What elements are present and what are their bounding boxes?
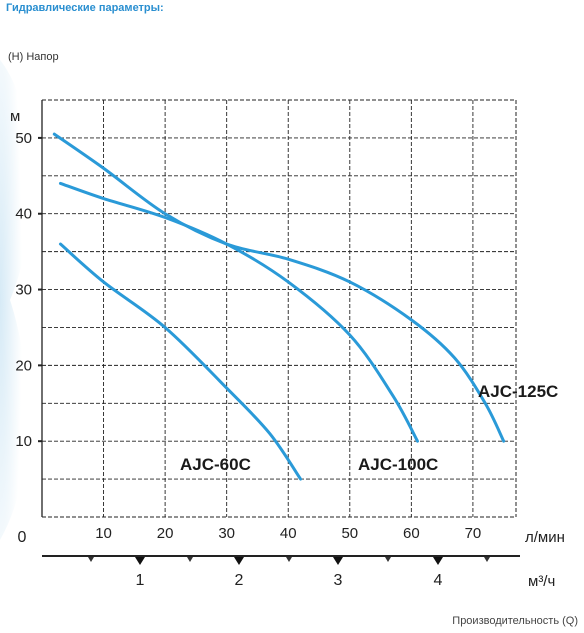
series-line-ajc-60c bbox=[58, 242, 303, 481]
labels: 10 20 30 40 50 м 10 20 30 40 50 60 70 0 л/мин 1 2 3 4 м³/ч A… bbox=[10, 108, 565, 590]
series-label-ajc-100c: AJC-100C bbox=[358, 455, 438, 474]
y-tick-label: 30 bbox=[15, 282, 32, 299]
y-tick-label: 20 bbox=[15, 357, 32, 374]
secondary-tick-label: 2 bbox=[235, 572, 244, 589]
series-line-ajc-125c bbox=[52, 132, 506, 443]
secondary-major-tick bbox=[433, 557, 443, 565]
y-unit-label: м bbox=[10, 108, 20, 125]
axes bbox=[38, 99, 520, 565]
x-axis-caption: Производительность (Q) bbox=[452, 615, 578, 627]
x-tick-label: 40 bbox=[280, 525, 297, 542]
series-label-ajc-60c: AJC-60C bbox=[180, 455, 251, 474]
section-title: Гидравлические параметры: bbox=[6, 2, 164, 14]
secondary-minor-tick bbox=[187, 557, 193, 562]
x-tick-label: 50 bbox=[341, 525, 358, 542]
y-tick-label: 10 bbox=[15, 433, 32, 450]
secondary-tick-label: 3 bbox=[334, 572, 343, 589]
secondary-major-tick bbox=[234, 557, 244, 565]
secondary-tick-label: 1 bbox=[136, 572, 145, 589]
x-tick-label: 70 bbox=[465, 525, 482, 542]
y-tick-label: 50 bbox=[15, 130, 32, 147]
origin-label: 0 bbox=[18, 529, 27, 546]
y-axis-caption: (H) Напор bbox=[8, 51, 59, 63]
secondary-minor-tick bbox=[286, 557, 292, 562]
secondary-major-tick bbox=[333, 557, 343, 565]
secondary-minor-tick bbox=[484, 557, 490, 562]
series-line-ajc-100c bbox=[58, 181, 420, 443]
x-tick-label: 20 bbox=[157, 525, 174, 542]
secondary-minor-tick bbox=[88, 557, 94, 562]
x-tick-label: 60 bbox=[403, 525, 420, 542]
secondary-unit-label: м³/ч bbox=[528, 573, 555, 590]
x-unit-label: л/мин bbox=[525, 529, 565, 546]
series-lines bbox=[52, 132, 506, 481]
grid bbox=[42, 100, 516, 517]
secondary-tick-label: 4 bbox=[434, 572, 443, 589]
x-tick-label: 30 bbox=[218, 525, 235, 542]
secondary-minor-tick bbox=[385, 557, 391, 562]
y-tick-label: 40 bbox=[15, 206, 32, 223]
series-label-ajc-125c: AJC-125C bbox=[478, 382, 558, 401]
x-tick-label: 10 bbox=[95, 525, 112, 542]
secondary-major-tick bbox=[135, 557, 145, 565]
